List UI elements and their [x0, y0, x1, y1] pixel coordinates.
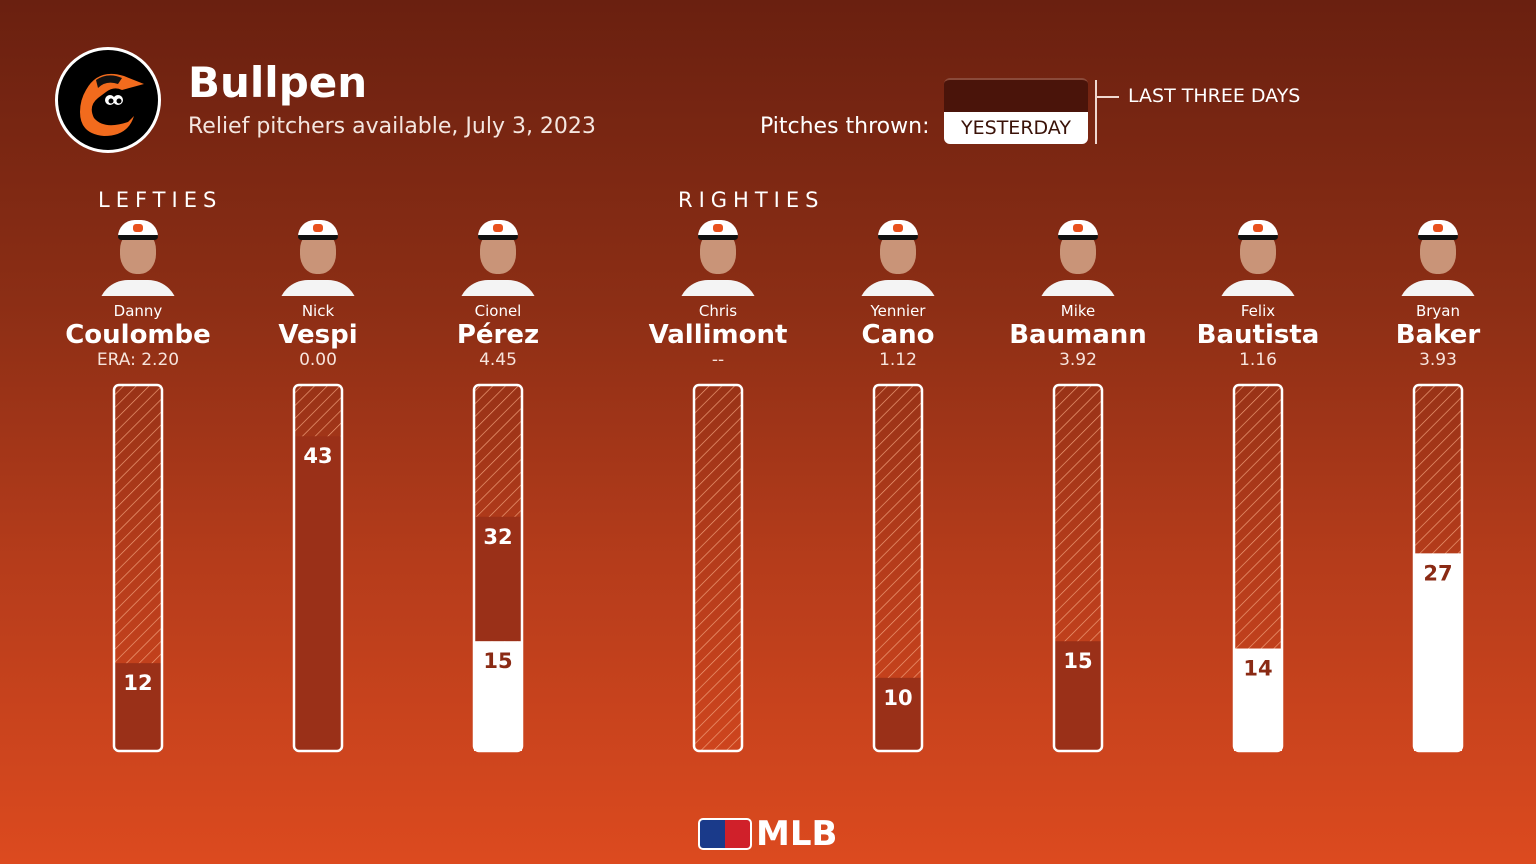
pitcher-last-name: Pérez [456, 320, 540, 350]
bar-outline [112, 383, 164, 753]
pitcher-card: Chris Vallimont -- [628, 218, 808, 370]
pitcher-last-name: Bautista [1196, 320, 1320, 350]
pitcher-card: Nick Vespi 0.00 [228, 218, 408, 370]
legend-bracket [1095, 80, 1097, 144]
pitcher-card: Mike Baumann 3.92 [988, 218, 1168, 370]
pitcher-first-name: Yennier [870, 302, 926, 320]
pitcher-card: Danny Coulombe ERA: 2.20 [48, 218, 228, 370]
bar-label-three-days: 12 [123, 671, 152, 695]
player-photo [98, 218, 178, 296]
legend-three-days-label: LAST THREE DAYS [1128, 85, 1301, 107]
pitcher-era: -- [711, 350, 725, 370]
bar-label-three-days: 10 [883, 686, 912, 710]
pitcher-last-name: Vespi [278, 320, 358, 350]
group-lefties-label: LEFTIES [98, 188, 223, 212]
mlb-brand: MLB [698, 814, 837, 854]
bar-last-three-days [1054, 641, 1102, 751]
mlb-logo-icon [698, 818, 752, 850]
pitcher-first-name: Nick [301, 302, 335, 320]
bar-label-three-days: 43 [303, 444, 332, 468]
pitcher-era: 3.92 [1059, 350, 1097, 370]
bar-label-yesterday: 27 [1423, 561, 1452, 585]
pitcher-era: ERA: 2.20 [96, 350, 180, 370]
pitcher-first-name: Cionel [474, 302, 522, 320]
pitcher-era: 0.00 [299, 350, 337, 370]
bar-outline [472, 383, 524, 753]
pitcher-first-name: Chris [698, 302, 738, 320]
bar-capacity [694, 385, 742, 751]
pitcher-first-name: Danny [113, 302, 163, 320]
player-photo [1038, 218, 1118, 296]
group-righties-label: RIGHTIES [678, 188, 825, 212]
pitcher-first-name: Bryan [1415, 302, 1461, 320]
mlb-wordmark: MLB [756, 814, 838, 854]
pitcher-era: 1.16 [1239, 350, 1277, 370]
pitcher-era: 4.45 [479, 350, 517, 370]
bar-last-three-days [294, 436, 342, 751]
legend-label: Pitches thrown: [760, 114, 930, 139]
pitcher-card: Cionel Pérez 4.45 [408, 218, 588, 370]
player-photo [458, 218, 538, 296]
bar-yesterday [474, 641, 522, 751]
bar-outline [1052, 383, 1104, 753]
bar-outline [1232, 383, 1284, 753]
bar-last-three-days [474, 516, 522, 642]
player-photo [278, 218, 358, 296]
pitcher-first-name: Mike [1060, 302, 1096, 320]
bar-outline [292, 383, 344, 753]
pitcher-first-name: Felix [1240, 302, 1276, 320]
legend-swatch-yesterday: YESTERDAY [944, 112, 1088, 144]
orioles-logo [55, 47, 161, 153]
legend-tick [1097, 96, 1119, 98]
bar-last-three-days [874, 677, 922, 751]
bar-outline [692, 383, 744, 753]
bar-last-three-days [114, 663, 162, 751]
pitcher-era: 1.12 [879, 350, 917, 370]
player-photo [858, 218, 938, 296]
pitcher-last-name: Baker [1395, 320, 1481, 350]
pitcher-last-name: Baumann [1009, 320, 1147, 350]
legend-swatch-three-days [944, 78, 1088, 112]
pitcher-card: Felix Bautista 1.16 [1168, 218, 1348, 370]
pitcher-card: Yennier Cano 1.12 [808, 218, 988, 370]
page-subtitle: Relief pitchers available, July 3, 2023 [188, 114, 596, 139]
bar-label-yesterday: 15 [483, 649, 512, 673]
bar-outline [872, 383, 924, 753]
bar-label-three-days: 15 [1063, 649, 1092, 673]
pitcher-era: 3.93 [1419, 350, 1457, 370]
player-photo [1398, 218, 1478, 296]
pitcher-last-name: Coulombe [65, 320, 211, 350]
bar-yesterday [1414, 553, 1462, 751]
bird-icon [80, 73, 144, 136]
bar-yesterday [1234, 648, 1282, 751]
player-photo [1218, 218, 1298, 296]
bar-label-yesterday: 14 [1243, 657, 1272, 681]
player-photo [678, 218, 758, 296]
page-title: Bullpen [188, 58, 368, 107]
pitcher-card: Bryan Baker 3.93 [1348, 218, 1528, 370]
pitcher-last-name: Vallimont [648, 320, 788, 350]
bar-outline [1412, 383, 1464, 753]
pitcher-last-name: Cano [861, 320, 935, 350]
bar-label-three-days: 32 [483, 525, 512, 549]
